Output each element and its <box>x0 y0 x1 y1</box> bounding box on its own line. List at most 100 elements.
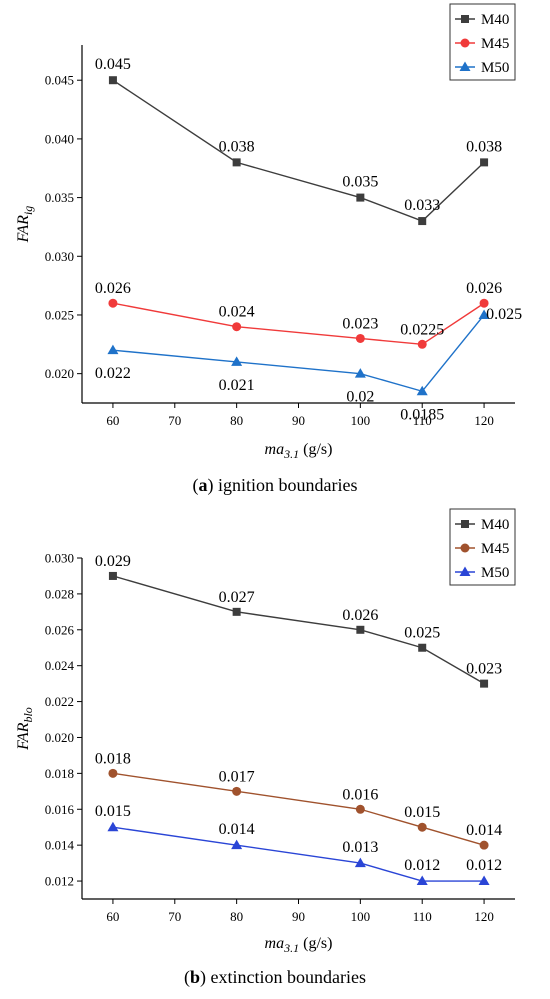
data-label-M40: 0.025 <box>404 625 440 642</box>
data-point-M50 <box>231 839 243 850</box>
data-label-M40: 0.026 <box>342 607 378 624</box>
y-tick-label: 0.028 <box>45 586 74 601</box>
y-axis-title-main: FAR <box>15 215 32 243</box>
y-axis-title: FARig <box>15 206 35 244</box>
data-label-M45: 0.0225 <box>400 321 444 338</box>
x-tick-label: 60 <box>106 413 119 428</box>
data-label-M45: 0.016 <box>342 786 378 803</box>
data-label-M50: 0.021 <box>219 377 255 394</box>
x-tick-label: 90 <box>292 909 305 924</box>
x-tick-label: 90 <box>292 413 305 428</box>
data-label-M40: 0.045 <box>95 56 131 73</box>
data-label-M50: 0.025 <box>486 306 522 323</box>
x-tick-label: 80 <box>230 909 243 924</box>
panel-extinction: 60 70 80 90 100 110 120 0.012 0.014 0.016 0.018 0.0… <box>15 508 516 988</box>
panel-ignition: 60 70 80 90 100 110 120 0.020 0.025 0.030 0.035 0.0… <box>15 3 522 496</box>
x-tick-label: 120 <box>474 909 494 924</box>
caption: (a) ignition boundaries <box>193 475 358 496</box>
x-axis-title-main: ma <box>265 935 285 952</box>
y-tick-label: 0.016 <box>45 802 75 817</box>
x-axis-title: ma3.1 (g/s) <box>265 441 333 461</box>
data-label-M50: 0.012 <box>466 857 502 874</box>
x-axis-title-unit: (g/s) <box>299 935 332 952</box>
data-point-M45 <box>108 768 118 778</box>
x-tick-label: 110 <box>413 909 432 924</box>
caption-letter: a <box>199 475 208 495</box>
data-point-M50 <box>416 385 428 396</box>
x-axis-title-main: ma <box>265 441 285 458</box>
legend-marker-M40 <box>461 520 469 528</box>
data-point-M50 <box>107 821 119 832</box>
legend-marker-M50 <box>459 61 471 71</box>
y-axis-title: FARblo <box>15 707 35 751</box>
data-label-M40: 0.029 <box>95 553 131 570</box>
x-axis-title-unit: (g/s) <box>299 441 332 458</box>
data-label-M40: 0.027 <box>219 589 255 606</box>
data-point-M45 <box>355 333 365 343</box>
caption-text: ) extinction boundaries <box>200 967 366 988</box>
data-label-M50: 0.022 <box>95 365 131 382</box>
legend-marker-M50 <box>459 566 471 576</box>
data-point-M45 <box>479 840 489 850</box>
y-tick-label: 0.020 <box>45 730 74 745</box>
legend-label-M45: M45 <box>481 36 509 52</box>
x-tick-label: 70 <box>168 909 181 924</box>
data-label-M45: 0.026 <box>95 280 131 297</box>
y-tick-label: 0.014 <box>45 838 75 853</box>
legend-label-M45: M45 <box>481 541 509 557</box>
data-point-M40 <box>356 625 365 634</box>
data-label-M45: 0.014 <box>466 822 502 839</box>
legend-marker-M45 <box>460 38 470 48</box>
data-label-M50: 0.013 <box>342 839 378 856</box>
x-tick-label: 60 <box>106 909 119 924</box>
legend-label-M40: M40 <box>481 517 509 533</box>
x-tick-label: 120 <box>474 413 494 428</box>
data-point-M50 <box>478 875 490 886</box>
y-axis-title-sub: blo <box>21 707 35 722</box>
y-tick-label: 0.035 <box>45 190 74 205</box>
data-label-M45: 0.017 <box>219 768 255 785</box>
data-label-M45: 0.026 <box>466 280 502 297</box>
data-point-M40 <box>108 571 117 580</box>
x-tick-label: 110 <box>413 413 432 428</box>
data-point-M50 <box>416 875 428 886</box>
data-point-M45 <box>417 822 427 832</box>
data-label-M45: 0.015 <box>404 804 440 821</box>
y-tick-label: 0.018 <box>45 766 74 781</box>
y-axis-title-main: FAR <box>15 722 32 750</box>
x-tick-label: 100 <box>351 909 371 924</box>
legend-marker-M40 <box>461 15 469 23</box>
caption-text: ) ignition boundaries <box>208 475 358 496</box>
x-axis-title-sub: 3.1 <box>283 447 299 461</box>
data-label-M40: 0.035 <box>342 174 378 191</box>
caption: (b) extinction boundaries <box>184 967 366 988</box>
caption-open: ( <box>193 475 199 496</box>
data-point-M50 <box>107 344 119 355</box>
data-label-M45: 0.018 <box>95 750 131 767</box>
data-label-M50: 0.012 <box>404 857 440 874</box>
data-point-M40 <box>356 193 365 202</box>
y-axis-title-sub: ig <box>21 206 35 215</box>
legend-label-M50: M50 <box>481 565 509 581</box>
data-point-M45 <box>355 804 365 814</box>
legend-label-M40: M40 <box>481 12 509 28</box>
data-point-M40 <box>418 643 427 652</box>
y-tick-label: 0.024 <box>45 658 75 673</box>
y-tick-label: 0.012 <box>45 874 74 889</box>
data-point-M50 <box>231 356 243 366</box>
y-tick-label: 0.026 <box>45 622 75 637</box>
data-point-M40 <box>232 607 241 616</box>
data-point-M40 <box>480 679 489 688</box>
x-tick-label: 100 <box>351 413 371 428</box>
legend-marker-M45 <box>460 543 470 553</box>
data-point-M40 <box>418 217 427 226</box>
data-point-M40 <box>232 158 241 167</box>
x-tick-label: 70 <box>168 413 181 428</box>
data-label-M50: 0.014 <box>219 821 255 838</box>
y-tick-label: 0.040 <box>45 131 74 146</box>
data-point-M45 <box>232 322 242 332</box>
data-label-M40: 0.038 <box>466 138 502 155</box>
x-tick-label: 80 <box>230 413 243 428</box>
data-label-M45: 0.024 <box>219 304 255 321</box>
